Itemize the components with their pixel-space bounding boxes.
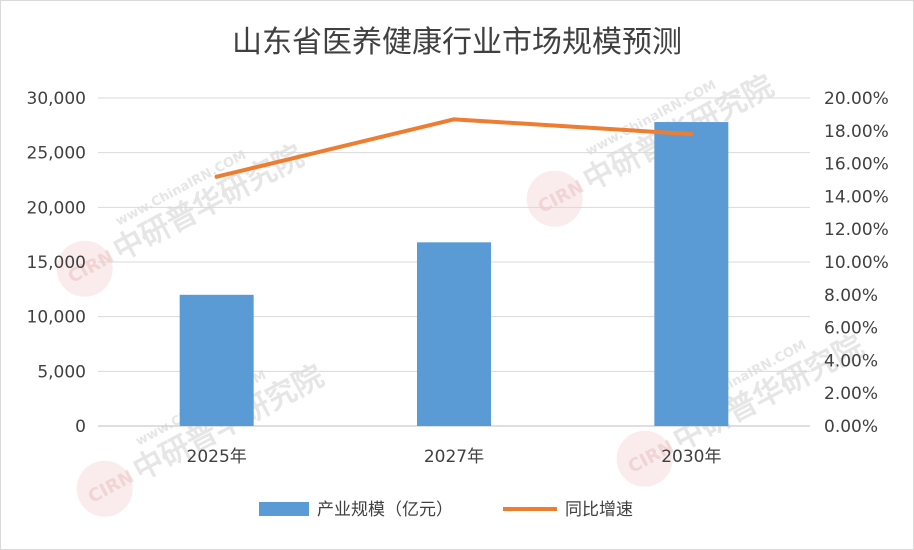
category-label: 2025年 [187, 447, 247, 467]
category-label: 2030年 [661, 447, 721, 467]
watermark-logo-circle [526, 170, 583, 227]
left-tick-label: 30,000 [27, 89, 86, 109]
right-tick-label: 4.00% [824, 351, 878, 371]
left-axis-ticks: 0 5,000 10,000 15,000 20,000 25,000 30,000 [27, 89, 86, 437]
right-tick-label: 12.00% [824, 220, 889, 240]
line-series [214, 117, 694, 179]
left-tick-label: 5,000 [37, 362, 86, 382]
right-tick-label: 16.00% [824, 155, 889, 175]
bar [654, 122, 729, 426]
watermark-logo-circle [76, 460, 133, 517]
left-tick-label: 10,000 [27, 308, 86, 328]
line-point [452, 117, 456, 122]
right-tick-label: 20.00% [824, 89, 889, 109]
right-tick-label: 18.00% [824, 122, 889, 142]
left-tick-label: 15,000 [27, 253, 86, 273]
category-labels: 2025年 2027年 2030年 [187, 447, 722, 467]
right-tick-label: 0.00% [824, 417, 878, 437]
right-axis-ticks: 0.00% 2.00% 4.00% 6.00% 8.00% 10.00% 12.00% 14.… [824, 89, 889, 437]
right-tick-label: 2.00% [824, 384, 878, 404]
category-label: 2027年 [424, 447, 484, 467]
left-tick-label: 0 [75, 417, 86, 437]
chart-title: 山东省医养健康行业市场规模预测 [232, 25, 682, 60]
bar [179, 294, 254, 426]
legend-line-label: 同比增速 [565, 500, 633, 520]
right-tick-label: 14.00% [824, 187, 889, 207]
legend-bar-label: 产业规模（亿元） [317, 500, 453, 520]
legend: 产业规模（亿元） 同比增速 [259, 500, 633, 520]
line-point [689, 132, 694, 137]
bar-series [179, 122, 729, 426]
right-tick-label: 10.00% [824, 253, 889, 273]
right-tick-label: 8.00% [824, 286, 878, 306]
bar [417, 242, 491, 426]
legend-bar-swatch [259, 502, 309, 516]
line-point [214, 174, 219, 179]
left-tick-label: 25,000 [27, 144, 86, 164]
watermark-logo-circle [616, 430, 673, 487]
watermark-logo-circle [56, 240, 113, 297]
right-tick-label: 6.00% [824, 319, 878, 339]
left-tick-label: 20,000 [27, 198, 86, 218]
